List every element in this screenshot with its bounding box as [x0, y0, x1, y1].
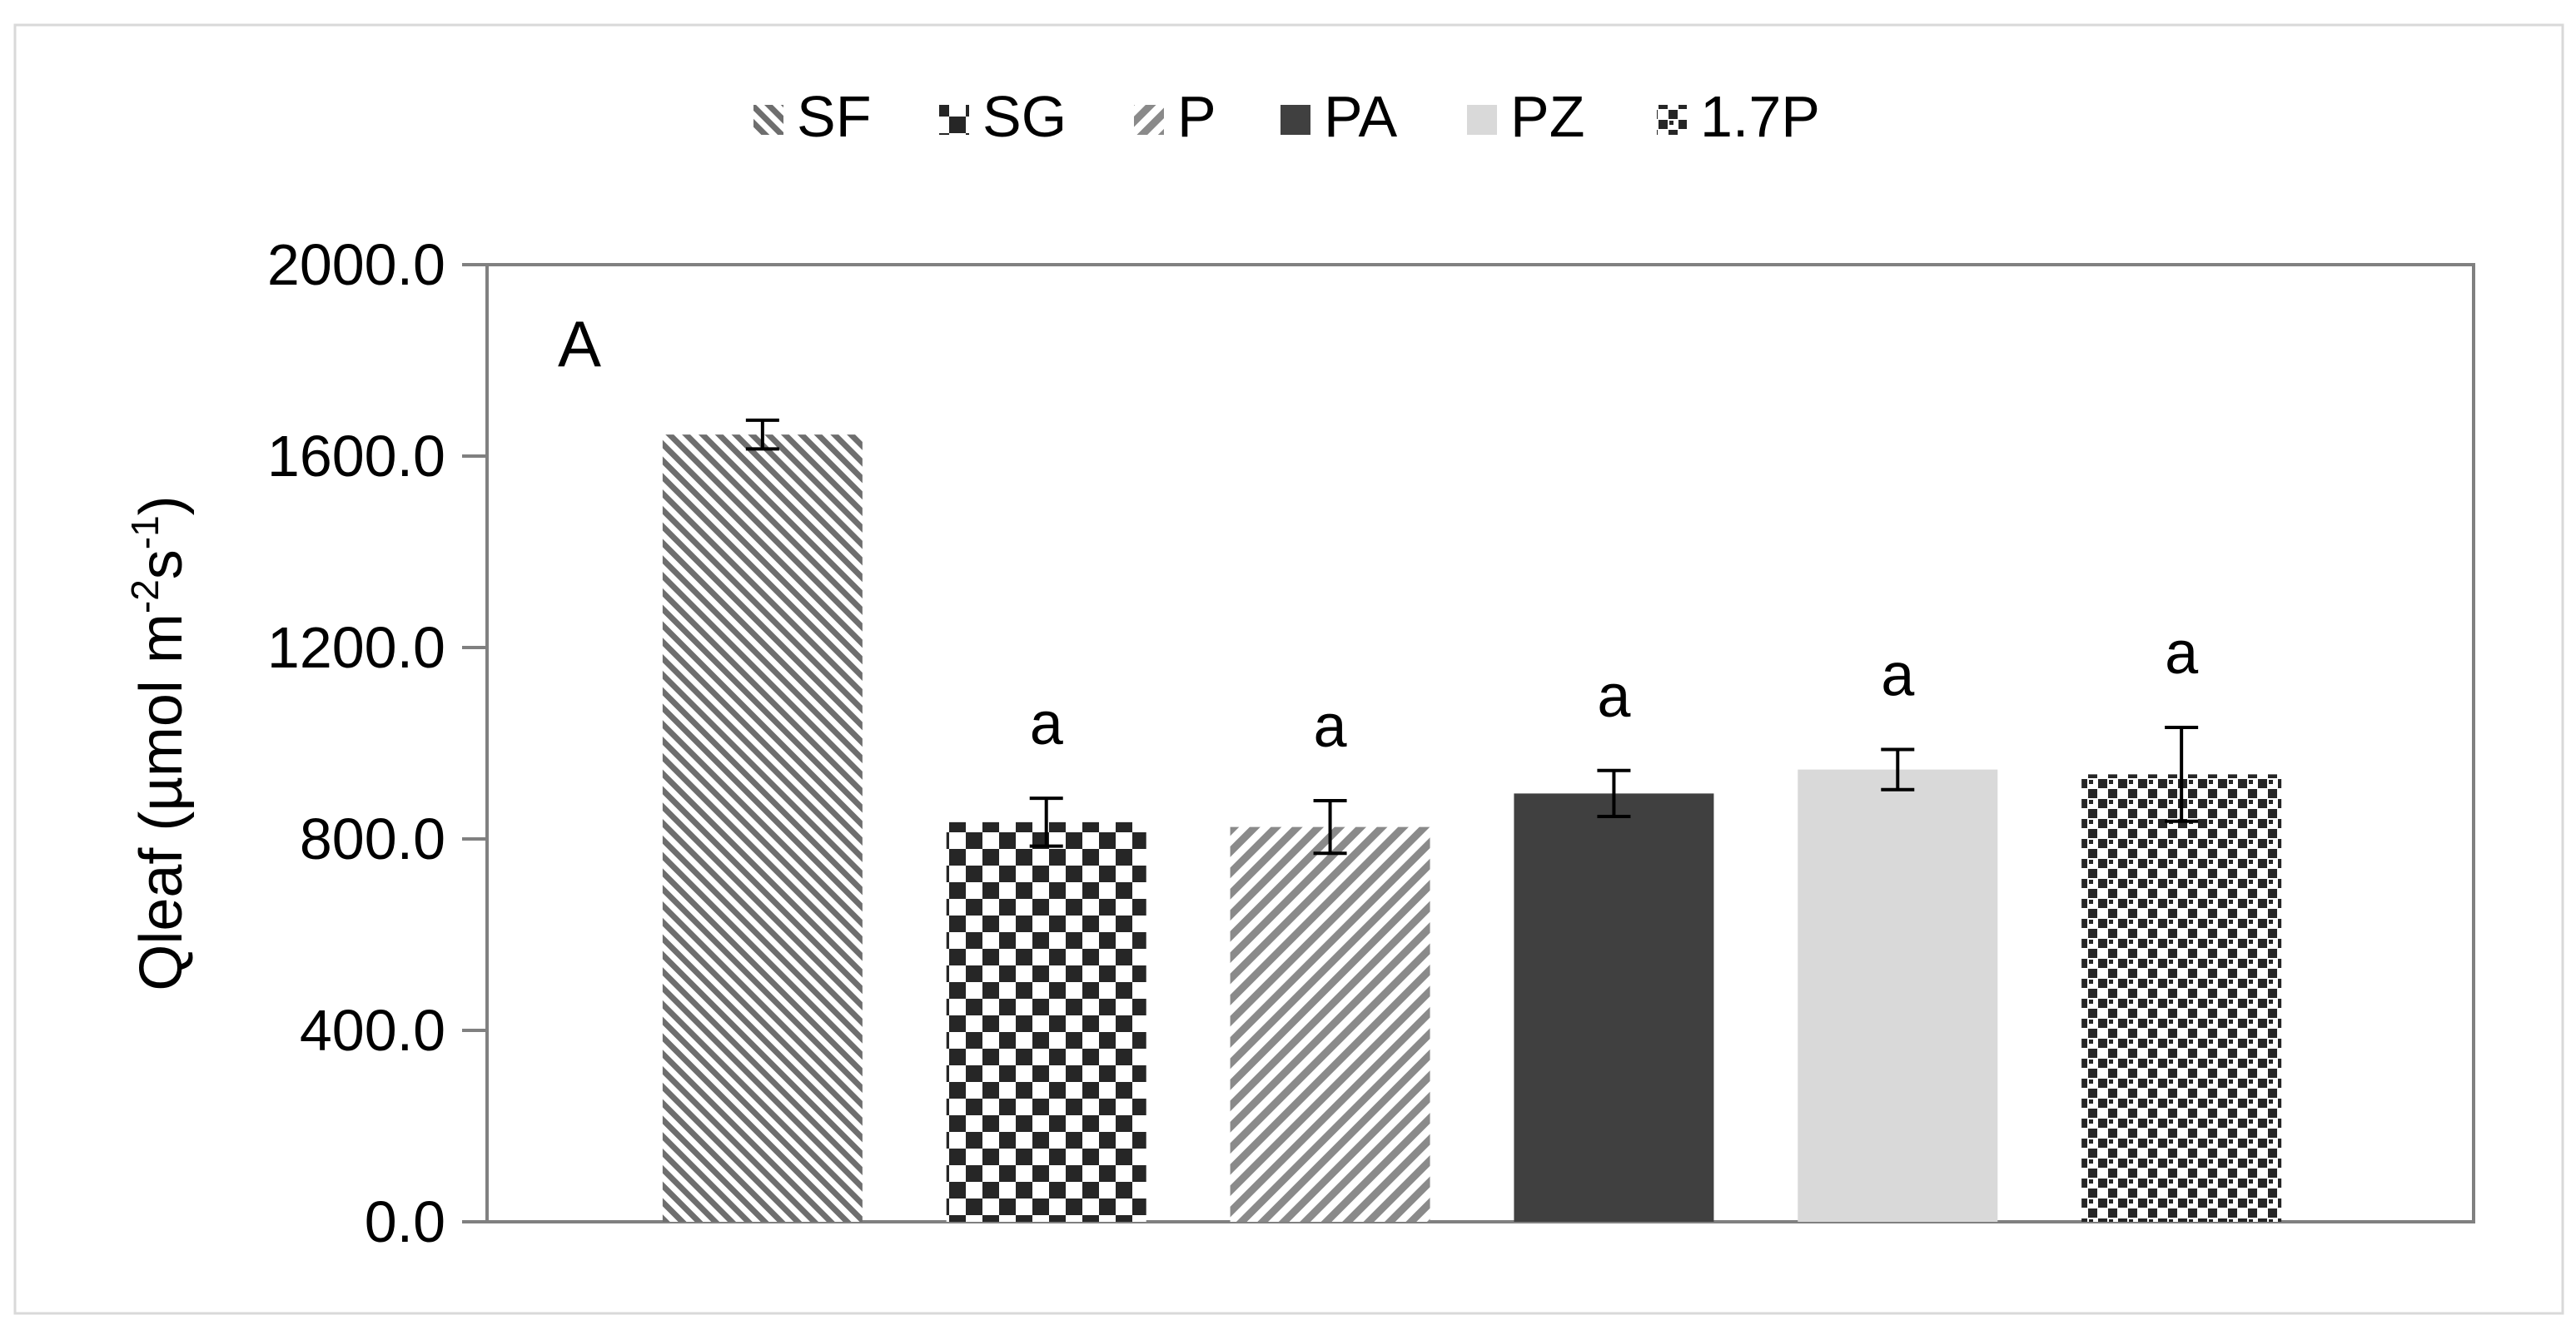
significance-letter: a — [1030, 691, 1064, 757]
significance-letter: a — [1881, 642, 1915, 708]
bar-group-pa: a — [1514, 663, 1714, 1222]
error-bar — [745, 418, 779, 451]
legend-swatch — [1281, 105, 1310, 135]
error-bar — [1313, 799, 1347, 856]
panel-label: A — [558, 307, 601, 380]
plot-area-border — [485, 263, 2475, 1223]
bar-group-sg: a — [946, 691, 1146, 1222]
error-bar — [2165, 726, 2199, 823]
y-tick-label: 800.0 — [300, 806, 445, 871]
y-axis-label: Qleaf (µmol m-2s-1) — [123, 495, 195, 990]
legend-item-sf: SF — [753, 84, 871, 149]
legend-swatch — [753, 105, 783, 135]
legend-swatch — [1134, 105, 1164, 135]
legend-swatch — [1467, 105, 1497, 135]
bar-group-sf — [662, 418, 863, 1222]
legend-item-pa: PA — [1281, 84, 1397, 149]
legend-label: 1.7P — [1700, 84, 1820, 149]
bar-group-p: a — [1230, 693, 1430, 1222]
bars: a a a a a — [662, 418, 2282, 1222]
y-tick-label: 1600.0 — [267, 424, 445, 489]
legend: SF SG P PA PZ 1.7P — [753, 84, 1820, 149]
bar — [1798, 769, 1998, 1222]
bar — [1514, 793, 1714, 1222]
bar — [662, 434, 863, 1222]
legend-label: SF — [797, 84, 871, 149]
legend-label: PA — [1324, 84, 1397, 149]
legend-label: P — [1177, 84, 1216, 149]
y-tick-label: 1200.0 — [267, 615, 445, 680]
y-axis: 0.0 400.0 800.0 1200.0 1600.0 2000.0 — [267, 232, 487, 1254]
y-tick-label: 0.0 — [365, 1189, 445, 1254]
legend-swatch — [939, 105, 969, 135]
legend-item-p: P — [1134, 84, 1216, 149]
significance-letter: a — [2165, 620, 2199, 687]
legend-label: PZ — [1510, 84, 1584, 149]
legend-item-sg: SG — [939, 84, 1067, 149]
bar — [946, 821, 1146, 1222]
y-tick-label: 2000.0 — [267, 232, 445, 297]
legend-item-pz: PZ — [1467, 84, 1584, 149]
bar-group-1-7p: a — [2081, 620, 2282, 1222]
bar-group-pz: a — [1798, 642, 1998, 1222]
error-bar — [1881, 747, 1915, 792]
legend-swatch — [1657, 105, 1687, 135]
legend-item-1-7p: 1.7P — [1657, 84, 1820, 149]
error-bar — [1597, 768, 1631, 818]
error-bar — [1029, 797, 1063, 848]
y-tick-label: 400.0 — [300, 998, 445, 1063]
bar — [1230, 826, 1430, 1222]
bar — [2081, 774, 2282, 1222]
significance-letter: a — [1314, 693, 1348, 760]
legend-label: SG — [982, 84, 1067, 149]
significance-letter: a — [1597, 663, 1631, 730]
